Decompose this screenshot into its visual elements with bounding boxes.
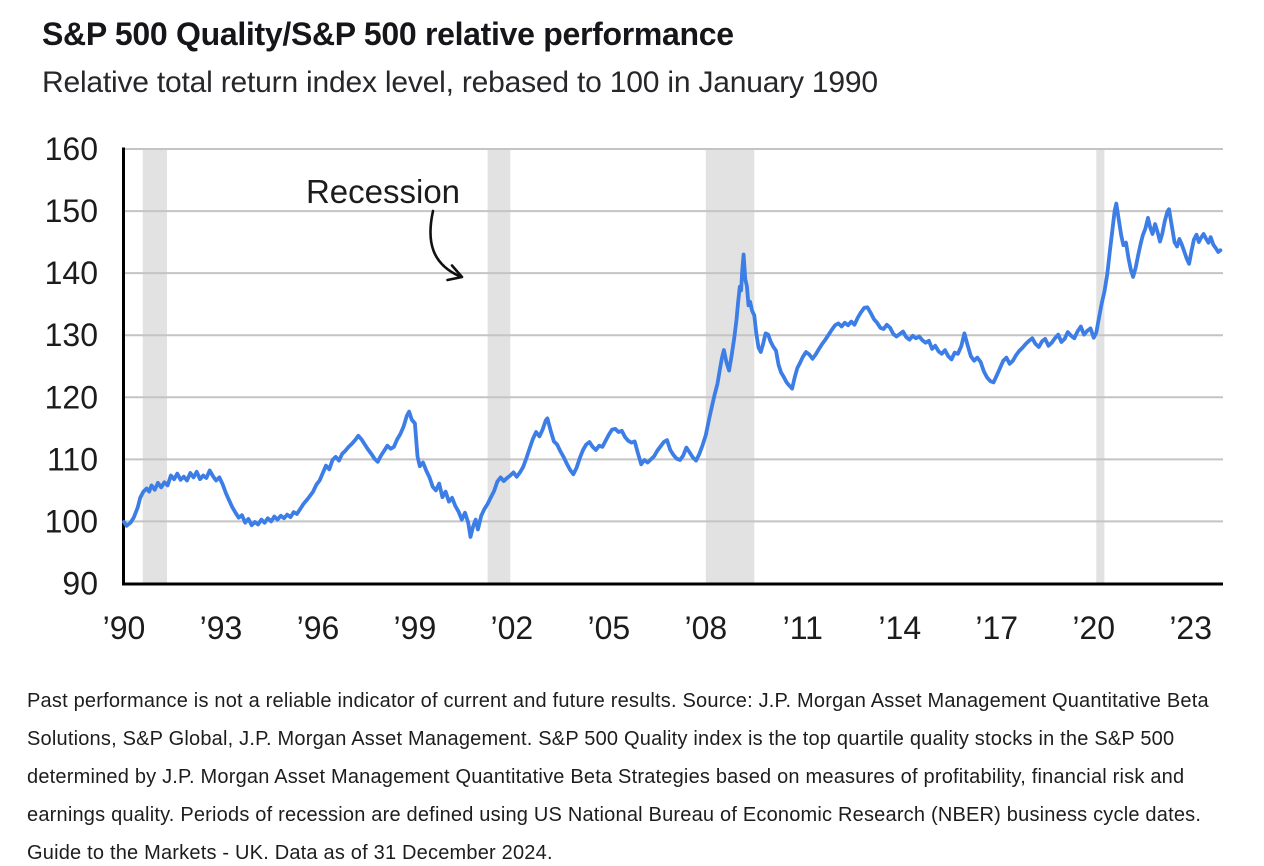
x-tick-label: ’90 [103,610,146,646]
y-tick-label: 110 [47,441,98,477]
x-tick-label: ’99 [394,610,437,646]
recession-band [142,149,167,584]
relative-performance-line-chart: 90 100 110 120 130 140 150 160 ’90 ’93 ’96 ’99 ’02 ’0… [45,131,1223,646]
y-tick-label: 150 [45,193,98,229]
y-tick-label: 90 [62,566,98,602]
x-tick-label: ’14 [878,610,921,646]
recession-annotation-label: Recession [306,173,460,210]
x-tick-label: ’05 [588,610,631,646]
x-tick-label: ’08 [684,610,727,646]
y-tick-label: 100 [45,503,98,539]
series-line-quality-relative [122,201,1223,539]
x-tick-label: ’17 [975,610,1018,646]
chart-subtitle: Relative total return index level, rebas… [42,66,878,99]
y-tick-label: 120 [45,379,98,415]
x-tick-label: ’02 [491,610,534,646]
recession-arrowhead-icon [446,264,464,282]
x-tick-label: ’11 [783,610,823,646]
y-tick-label: 160 [45,131,98,167]
recession-band [1096,149,1105,584]
recession-arrow-icon [429,209,461,278]
footnote-text: Past performance is not a reliable indic… [27,690,1209,864]
x-tick-label: ’93 [200,610,243,646]
y-tick-label: 130 [45,317,98,353]
recession-band [487,149,511,584]
chart-title: S&P 500 Quality/S&P 500 relative perform… [42,16,734,52]
x-tick-label: ’23 [1169,610,1212,646]
x-tick-label: ’96 [297,610,340,646]
y-tick-label: 140 [45,255,98,291]
x-tick-label: ’20 [1072,610,1115,646]
